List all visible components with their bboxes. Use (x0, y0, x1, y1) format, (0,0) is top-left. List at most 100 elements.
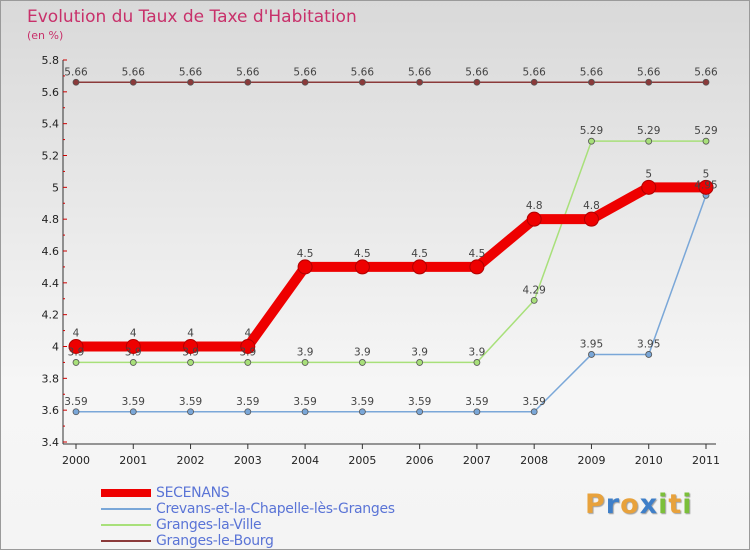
series-point-1 (187, 408, 194, 416)
data-label: 4.5 (469, 248, 486, 260)
series-point-1 (645, 351, 653, 358)
data-label: 5 (645, 168, 652, 180)
series-point-3 (530, 78, 538, 86)
data-label: 4 (187, 328, 194, 340)
data-label: 5.66 (293, 66, 317, 78)
y-tick-label: 5.8 (42, 54, 60, 67)
series-point-3 (187, 78, 194, 86)
series-point-1 (473, 408, 481, 416)
x-tick-label: 2008 (520, 454, 548, 467)
data-label: 4.29 (522, 284, 545, 296)
series-point-0 (240, 339, 256, 354)
series-point-2 (129, 359, 137, 366)
data-label: 3.9 (239, 346, 256, 358)
series-point-0 (698, 179, 714, 195)
y-tick-label: 5.6 (42, 86, 60, 99)
y-tick-label: 5.2 (42, 150, 60, 163)
data-label: 3.59 (351, 396, 374, 408)
series-point-0 (183, 339, 199, 354)
series-point-0 (412, 259, 428, 275)
series-point-1 (244, 408, 252, 416)
y-tick-label: 4.6 (42, 245, 60, 258)
y-tick-label: 3.4 (42, 436, 60, 449)
y-tick-label: 4 (52, 341, 59, 354)
series-line-2 (76, 140, 706, 364)
data-label: 5.66 (522, 66, 546, 78)
series-point-0 (354, 259, 370, 275)
legend-label: SECENANS (156, 485, 230, 501)
brand-letter: i (682, 489, 693, 520)
y-tick-label: 4.4 (42, 277, 60, 290)
y-tick-label: 3.8 (42, 372, 60, 385)
series-point-2 (358, 359, 366, 366)
data-label: 4.5 (411, 248, 428, 260)
series-point-3 (416, 78, 424, 86)
series-point-3 (473, 78, 481, 86)
series-point-2 (301, 359, 309, 366)
data-label: 5.66 (179, 66, 203, 78)
brand-letter: x (639, 489, 659, 520)
x-tick-label: 2004 (291, 454, 319, 467)
data-label: 5.66 (64, 66, 88, 78)
data-label: 3.95 (637, 338, 660, 350)
data-label: 5.66 (694, 66, 718, 78)
data-label: 5.66 (408, 66, 432, 78)
legend-swatch (101, 489, 151, 497)
series-point-2 (244, 359, 252, 366)
data-label: 3.59 (122, 396, 145, 408)
data-label: 3.9 (411, 346, 428, 358)
brand-letter: o (620, 489, 640, 520)
data-label: 5.29 (580, 125, 603, 137)
data-label: 4.95 (694, 179, 717, 191)
y-tick-label: 3.6 (42, 404, 60, 417)
data-label: 4 (73, 328, 80, 340)
series-point-3 (358, 78, 366, 86)
series-point-0 (641, 179, 657, 195)
data-label: 5 (703, 168, 710, 180)
series-point-0 (68, 339, 84, 354)
series-point-1 (129, 408, 137, 416)
series-point-1 (72, 408, 80, 416)
data-label: 5.66 (351, 66, 375, 78)
series-point-0 (583, 211, 599, 227)
brand-letter: i (658, 489, 669, 520)
x-tick-label: 2000 (62, 454, 90, 467)
brand-letter: t (668, 489, 683, 520)
series-point-1 (588, 351, 595, 358)
legend-swatch (101, 540, 151, 542)
data-label: 4 (130, 328, 137, 340)
series-point-3 (72, 78, 80, 86)
series-point-2 (187, 359, 194, 366)
data-label: 3.59 (293, 396, 316, 408)
data-label: 4.5 (354, 248, 371, 260)
legend-label: Crevans-et-la-Chapelle-lès-Granges (156, 501, 395, 517)
data-label: 5.66 (122, 66, 146, 78)
series-point-3 (702, 78, 710, 86)
data-label: 5.66 (465, 66, 489, 78)
data-label: 3.59 (408, 396, 431, 408)
x-tick-label: 2005 (348, 454, 376, 467)
data-label: 3.9 (469, 346, 486, 358)
y-tick-label: 5.4 (42, 118, 60, 131)
series-point-3 (645, 78, 653, 86)
series-point-1 (530, 408, 538, 416)
data-label: 3.9 (297, 346, 314, 358)
y-tick-label: 5 (52, 181, 59, 194)
series-point-2 (473, 359, 481, 366)
chart-unit: (en %) (27, 29, 64, 42)
data-label: 4.8 (526, 200, 543, 212)
x-tick-label: 2006 (406, 454, 434, 467)
data-label: 4.5 (297, 248, 314, 260)
series-point-3 (244, 78, 252, 86)
data-label: 5.29 (694, 125, 717, 137)
series-point-2 (645, 137, 653, 145)
series-point-0 (125, 339, 141, 354)
data-label: 3.9 (354, 346, 371, 358)
data-label: 3.9 (125, 346, 142, 358)
series-point-2 (416, 359, 424, 366)
x-tick-label: 2001 (119, 454, 147, 467)
x-tick-label: 2002 (177, 454, 205, 467)
series-line-0 (76, 182, 706, 352)
series-line-1 (76, 195, 707, 413)
